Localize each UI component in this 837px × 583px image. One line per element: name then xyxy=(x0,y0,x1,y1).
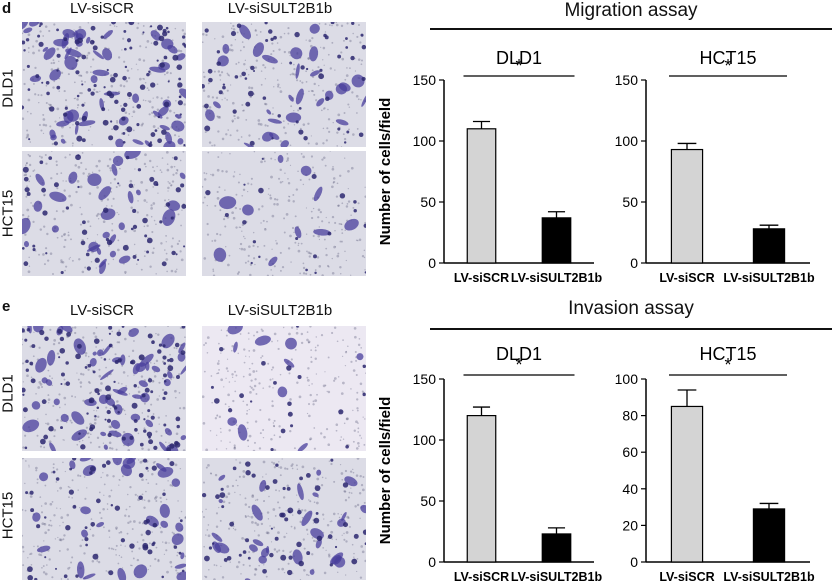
y-tick-label: 100 xyxy=(413,432,437,448)
column-label-siscr-e: LV-siSCR xyxy=(70,302,134,319)
y-tick-label: 40 xyxy=(622,481,638,497)
chart-invasion-dld1: DLD1 Number of cells/field 0 50 100 150 LV-siS… xyxy=(377,344,603,583)
y-tick-label: 150 xyxy=(615,72,639,88)
significance-star: * xyxy=(724,56,731,76)
y-tick-label: 0 xyxy=(428,554,436,570)
chart-migration-dld1: DLD1 Number of cells/field 0 50 100 150 LV-siS… xyxy=(377,48,603,285)
row-label-dld1-e: DLD1 xyxy=(0,374,17,413)
chart-title: DLD1 xyxy=(496,48,542,68)
y-tick-label: 0 xyxy=(428,255,436,271)
bar-lv-sisult2b1b xyxy=(541,217,572,264)
bar-lv-siscr xyxy=(670,405,704,563)
column-label-sisult2b1b: LV-siSULT2B1b xyxy=(227,0,333,17)
row-label-hct15-e: HCT15 xyxy=(0,491,17,540)
y-axis-label: Number of cells/field xyxy=(377,397,394,545)
chart-migration-hct15: HCT15 0 50 100 150 LV-siSCR LV-siSULT2B1b * xyxy=(615,48,815,285)
panel-letter-d: d xyxy=(2,0,12,17)
y-tick-label: 50 xyxy=(622,194,638,210)
y-tick-label: 50 xyxy=(420,493,436,509)
y-axis-label: Number of cells/field xyxy=(377,98,394,246)
x-category-label: LV-siSCR xyxy=(454,570,509,583)
micrograph-invasion-dld1-siscr xyxy=(22,326,186,451)
bar-lv-sisult2b1b xyxy=(752,508,786,563)
assay-underline-invasion xyxy=(430,328,832,330)
x-category-label: LV-siSCR xyxy=(454,271,509,285)
significance-star: * xyxy=(724,355,731,375)
micrograph-invasion-dld1-sisult2b1b xyxy=(202,326,366,451)
row-label-hct15: HCT15 xyxy=(0,189,17,238)
y-tick-label: 150 xyxy=(413,371,437,387)
significance-star: * xyxy=(515,56,522,76)
chart-invasion-hct15: HCT15 0 20 40 60 80 100 LV-siSCR LV-siSULT2B1b * xyxy=(615,344,815,583)
x-category-label: LV-siSULT2B1b xyxy=(723,271,815,285)
micrograph-migration-dld1-sisult2b1b xyxy=(202,22,366,147)
micrograph-migration-hct15-siscr xyxy=(22,151,186,276)
micrograph-migration-dld1-siscr xyxy=(22,22,186,147)
y-tick-label: 100 xyxy=(615,371,639,387)
micrograph-invasion-hct15-sisult2b1b xyxy=(202,458,366,580)
chart-title: DLD1 xyxy=(496,344,542,364)
bar-lv-siscr xyxy=(466,128,497,264)
y-tick-label: 50 xyxy=(420,194,436,210)
y-tick-label: 100 xyxy=(413,133,437,149)
assay-title-migration: Migration assay xyxy=(564,0,698,21)
bar-lv-sisult2b1b xyxy=(752,228,786,264)
panel-letter-e: e xyxy=(2,298,11,315)
y-tick-label: 60 xyxy=(622,444,638,460)
row-label-dld1: DLD1 xyxy=(0,69,17,108)
micrograph-migration-hct15-sisult2b1b xyxy=(202,151,366,276)
micrograph-invasion-hct15-siscr xyxy=(22,458,186,580)
y-tick-label: 0 xyxy=(630,255,638,271)
x-category-label: LV-siSCR xyxy=(659,570,714,583)
chart-title: HCT15 xyxy=(699,344,756,364)
x-category-label: LV-siSULT2B1b xyxy=(511,570,603,583)
bar-lv-siscr xyxy=(466,414,497,563)
y-tick-label: 20 xyxy=(622,517,638,533)
y-tick-label: 100 xyxy=(615,133,639,149)
y-tick-label: 150 xyxy=(413,72,437,88)
x-category-label: LV-siSULT2B1b xyxy=(511,271,603,285)
chart-title: HCT15 xyxy=(699,48,756,68)
x-category-label: LV-siSCR xyxy=(659,271,714,285)
assay-underline-migration xyxy=(430,28,832,30)
column-label-sisult2b1b-e: LV-siSULT2B1b xyxy=(227,302,333,319)
bar-lv-siscr xyxy=(670,148,704,264)
y-tick-label: 80 xyxy=(622,408,638,424)
column-label-siscr: LV-siSCR xyxy=(70,0,134,17)
assay-title-invasion: Invasion assay xyxy=(568,298,694,319)
significance-star: * xyxy=(515,355,522,375)
x-category-label: LV-siSULT2B1b xyxy=(723,570,815,583)
y-tick-label: 0 xyxy=(630,554,638,570)
bar-lv-sisult2b1b xyxy=(541,533,572,563)
